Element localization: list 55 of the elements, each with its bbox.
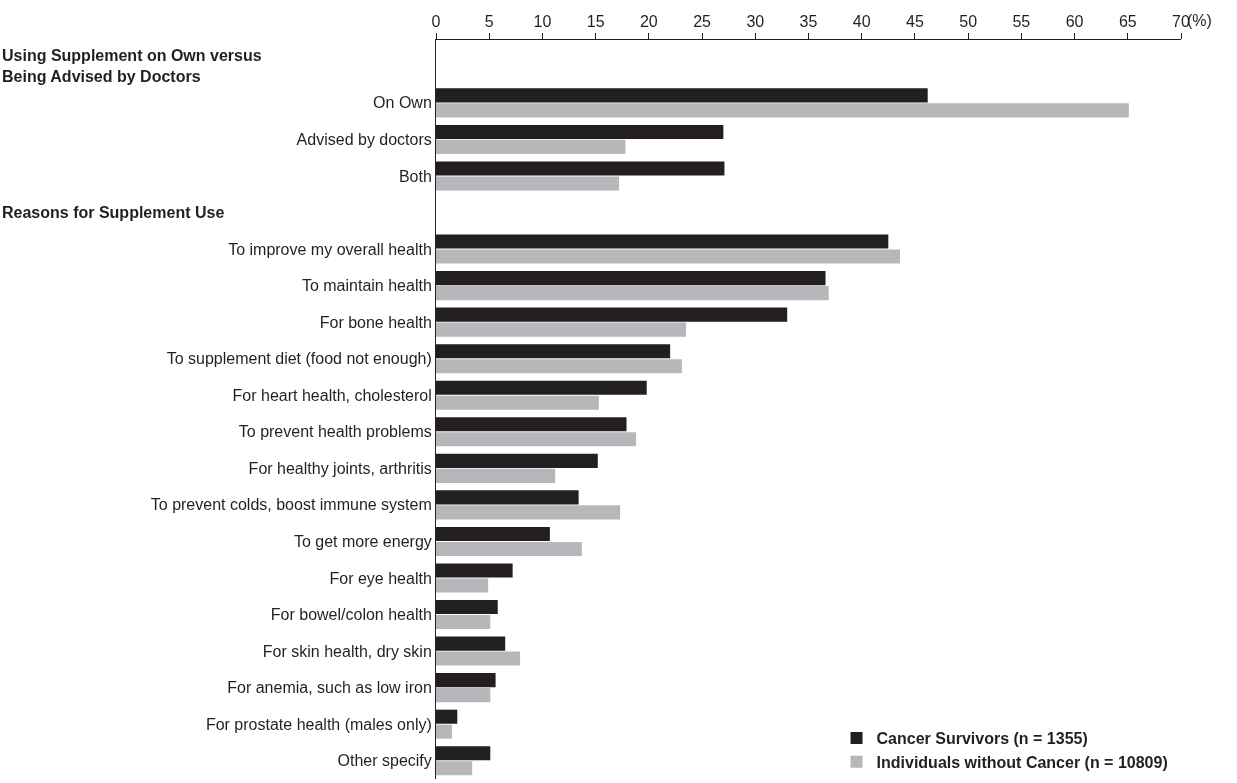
y-tick-label: For healthy joints, arthritis: [248, 459, 432, 477]
x-tick-label: 35: [799, 12, 818, 30]
y-tick-label: For skin health, dry skin: [262, 642, 432, 660]
text: Reasons for Supplement Use: [2, 204, 225, 221]
x-tick-label: 0: [431, 12, 441, 30]
y-tick-label: For eye health: [329, 569, 432, 587]
y-tick-label: To prevent health problems: [238, 423, 432, 441]
x-tick-label: 5: [484, 12, 494, 30]
bar: [436, 468, 556, 483]
x-tick-label: 10: [533, 12, 552, 30]
x-tick-label: 20: [639, 12, 658, 30]
text: Using Supplement on Own versus Being Advised by Doctors: [2, 47, 262, 85]
bar: [436, 724, 452, 739]
x-tick-label: 15: [586, 12, 605, 30]
bar: [436, 688, 491, 703]
y-tick-label: For bowel/colon health: [270, 606, 432, 624]
bar: [436, 286, 829, 301]
bar: [436, 103, 1129, 118]
y-tick-label: For heart health, cholesterol: [232, 386, 432, 404]
bar: [436, 359, 682, 374]
bar: [436, 578, 489, 593]
y-tick-label: To prevent colds, boost immune system: [150, 496, 432, 514]
x-tick-label: 40: [852, 12, 871, 30]
x-tick-label: 60: [1065, 12, 1084, 30]
bar: [436, 249, 901, 264]
bar: [436, 432, 637, 447]
legend-label: Cancer Survivors (n = 1355): [876, 730, 1088, 748]
y-tick-label: To maintain health: [301, 277, 432, 295]
x-tick-label: 65: [1118, 12, 1137, 30]
y-tick-label: To improve my overall health: [228, 240, 432, 258]
x-tick-label: 50: [959, 12, 978, 30]
x-tick-label: 25: [693, 12, 712, 30]
bar: [436, 139, 626, 154]
y-tick-label: For prostate health (males only): [205, 715, 432, 733]
x-tick-label: 45: [906, 12, 924, 30]
x-tick-label: 70: [1172, 12, 1190, 30]
y-tick-label: For anemia, such as low iron: [227, 679, 432, 697]
bar: [436, 541, 582, 556]
bar: [436, 614, 491, 630]
bar: [436, 395, 599, 410]
bar: [436, 761, 473, 776]
x-tick-label: 55: [1012, 12, 1031, 30]
y-tick-label: To get more energy: [293, 533, 432, 551]
bar: [436, 651, 521, 666]
y-tick-label: Both: [398, 167, 432, 185]
bar: [436, 322, 687, 337]
x-tick-label: 30: [746, 12, 765, 30]
y-tick-label: On Own: [373, 94, 432, 112]
y-tick-label: For bone health: [319, 313, 432, 331]
bar: [436, 176, 620, 191]
y-tick-label: Advised by doctors: [296, 131, 432, 149]
y-tick-label: Other specify: [337, 752, 432, 770]
bar: [436, 505, 621, 520]
legend-label: Individuals without Cancer (n = 10809): [876, 753, 1168, 771]
y-tick-label: To supplement diet (food not enough): [166, 350, 432, 368]
